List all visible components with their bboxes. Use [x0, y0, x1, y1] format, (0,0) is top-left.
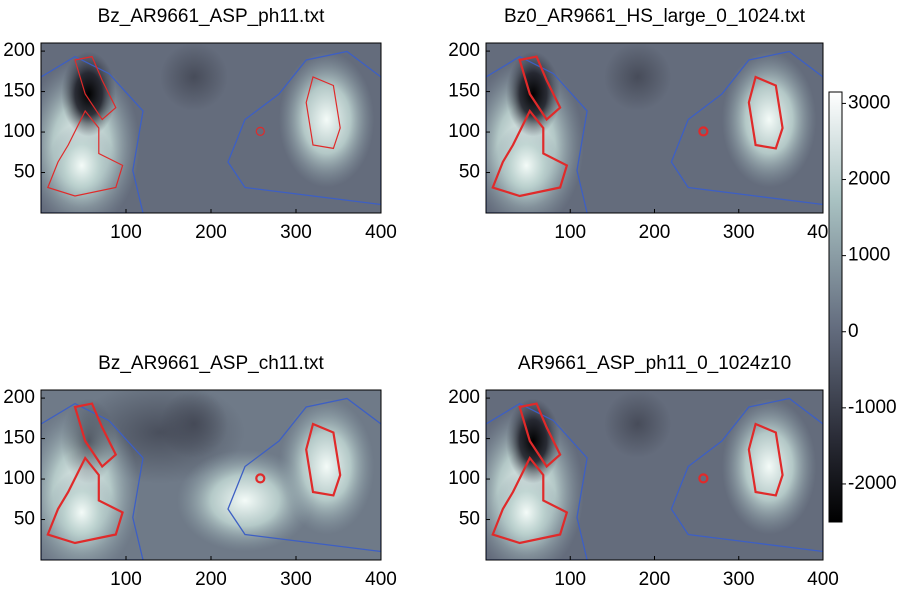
field-blob: [61, 398, 116, 484]
contour-line: [698, 473, 709, 484]
y-tick-label: 150: [3, 81, 35, 102]
contour-line: [255, 473, 266, 484]
colorbar-tick-label: 1000: [848, 245, 890, 266]
contour-line: [227, 397, 381, 553]
contour-line: [47, 109, 124, 197]
x-tick-label: 300: [723, 222, 755, 243]
contour-line: [227, 50, 381, 206]
x-tick-label: 100: [554, 222, 586, 243]
y-tick-label: 150: [3, 428, 35, 449]
contour-line: [518, 55, 562, 122]
y-tick-label: 100: [3, 468, 35, 489]
panel-title: AR9661_ASP_ph11_0_1024z10: [518, 353, 791, 374]
colorbar-scale: [828, 91, 843, 523]
panel: Bz_AR9661_ASP_ph11.txt 100 200 300 400 50 100 1…: [3, 6, 397, 243]
y-tick-label: 100: [3, 121, 35, 142]
x-tick-label: 200: [195, 569, 227, 590]
x-tick-label: 400: [807, 569, 839, 590]
field-blob: [160, 390, 228, 458]
x-tick-label: 300: [280, 569, 312, 590]
field-blob: [177, 449, 313, 552]
y-tick-label: 100: [448, 121, 480, 142]
contour-line: [747, 75, 784, 150]
y-tick-label: 200: [448, 40, 480, 61]
magnetogram: [41, 390, 381, 560]
colorbar-tick-label: 2000: [848, 169, 890, 190]
x-tick-label: 300: [280, 222, 312, 243]
contour-line: [491, 455, 569, 545]
colorbar-tick-label: -2000: [848, 473, 897, 494]
panel: AR9661_ASP_ph11_0_1024z10 100 200 300 400 50 1…: [448, 353, 839, 590]
contour-line: [670, 397, 823, 553]
contour-line: [255, 126, 265, 136]
x-tick-label: 100: [554, 569, 586, 590]
y-tick-label: 200: [3, 387, 35, 408]
field-blob: [506, 398, 561, 484]
colorbar-tick-label: 0: [848, 321, 859, 342]
field-blob: [721, 51, 817, 188]
contour-line: [305, 422, 342, 497]
y-tick-label: 150: [448, 428, 480, 449]
panel-title: Bz0_AR9661_HS_large_0_1024.txt: [504, 6, 806, 27]
y-tick-label: 150: [448, 81, 480, 102]
x-tick-label: 100: [110, 569, 142, 590]
contour-line: [698, 126, 709, 137]
y-tick-label: 200: [448, 387, 480, 408]
magnetogram: [486, 390, 823, 560]
field-blob: [506, 51, 561, 137]
y-tick-label: 50: [14, 162, 35, 183]
y-tick-label: 50: [459, 509, 480, 530]
x-tick-label: 400: [365, 569, 397, 590]
x-tick-label: 400: [365, 222, 397, 243]
colorbar: -2000 -1000 0 1000 2000 3000: [828, 91, 897, 523]
field-blob: [279, 398, 375, 535]
contour-line: [73, 402, 118, 469]
contour-line: [518, 402, 562, 469]
contour-line: [46, 455, 124, 545]
panel: Bz_AR9661_ASP_ch11.txt 100 200 300 400 50 100 1…: [3, 353, 397, 590]
y-tick-label: 50: [14, 509, 35, 530]
x-tick-label: 200: [639, 222, 671, 243]
magnetogram: [486, 43, 823, 213]
field-blob: [603, 390, 672, 458]
field-blob: [160, 43, 228, 111]
x-tick-label: 200: [639, 569, 671, 590]
contour-line: [74, 55, 117, 121]
field-blob: [279, 51, 375, 188]
y-tick-label: 50: [459, 162, 480, 183]
contour-line: [747, 422, 784, 497]
magnetogram: [41, 43, 381, 213]
x-tick-label: 300: [723, 569, 755, 590]
contour-line: [670, 50, 823, 206]
y-tick-label: 100: [448, 468, 480, 489]
panel-title: Bz_AR9661_ASP_ch11.txt: [98, 353, 324, 374]
x-tick-label: 200: [195, 222, 227, 243]
contour-line: [491, 108, 569, 198]
contour-line: [305, 76, 341, 150]
field-blob: [61, 51, 116, 137]
field-blob: [603, 43, 672, 111]
panel-title: Bz_AR9661_ASP_ph11.txt: [98, 6, 325, 27]
colorbar-tick-label: 3000: [848, 92, 890, 113]
colorbar-tick-label: -1000: [848, 397, 897, 418]
x-tick-label: 100: [110, 222, 142, 243]
y-tick-label: 200: [3, 40, 35, 61]
field-blob: [721, 398, 817, 535]
